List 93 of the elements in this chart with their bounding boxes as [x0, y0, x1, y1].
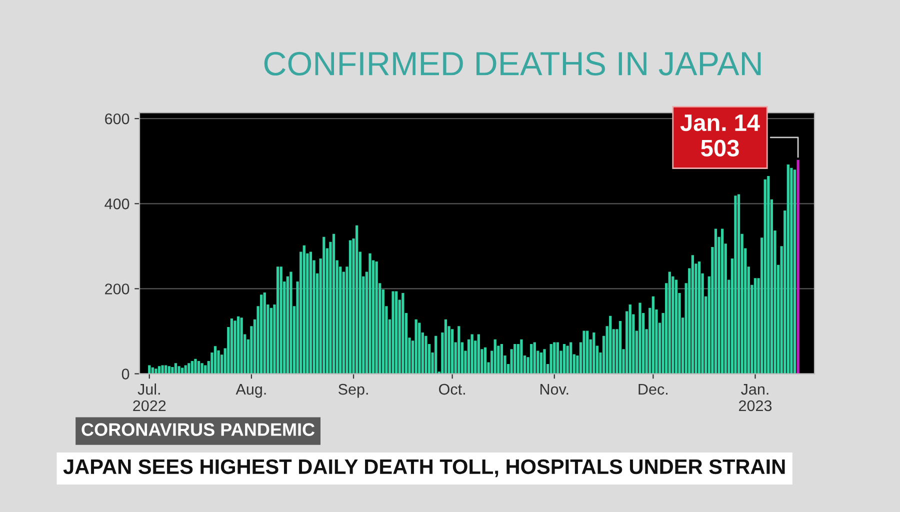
bar: [260, 294, 263, 374]
text: JAPAN SEES HIGHEST DAILY DEATH TOLL, HOSPITALS UNDER STRAIN: [63, 459, 785, 478]
x-tick-label: Oct.: [439, 384, 465, 395]
bar: [793, 170, 796, 374]
bar: [714, 228, 718, 374]
bar: [540, 352, 543, 374]
y-tick-label: 600: [105, 113, 130, 124]
bar: [395, 291, 398, 374]
bar: [368, 253, 372, 374]
bar: [796, 160, 800, 374]
bar: [720, 228, 724, 374]
bar: [276, 266, 280, 374]
bar: [520, 339, 523, 374]
bar: [309, 252, 312, 374]
bar: [414, 319, 418, 374]
bar: [734, 196, 737, 374]
bar: [270, 308, 273, 374]
bar: [698, 261, 701, 374]
bar: [562, 344, 566, 374]
bar: [553, 342, 556, 374]
x-tick-label: Nov.: [540, 384, 568, 395]
bar: [375, 261, 378, 374]
bar: [194, 358, 197, 374]
bar: [668, 272, 671, 374]
bar: [494, 339, 496, 374]
bar: [178, 366, 180, 374]
bar: [161, 365, 164, 374]
bar: [240, 318, 243, 374]
bar: [234, 320, 236, 374]
bar: [618, 321, 622, 374]
bar: [543, 349, 546, 374]
bar: [767, 176, 770, 374]
bar: [263, 292, 266, 374]
bar: [764, 179, 766, 374]
bar: [652, 296, 654, 374]
bar: [674, 280, 678, 374]
x-tick-label: Jul. 2022: [133, 383, 166, 412]
bar: [302, 245, 306, 374]
bar: [530, 344, 533, 374]
bar: [214, 346, 217, 374]
bar: [154, 368, 158, 374]
bar: [424, 336, 428, 374]
bar: [516, 344, 520, 374]
annotation: Jan. 14 503: [680, 114, 760, 157]
y-tick-label: 0: [122, 368, 130, 380]
bar: [754, 278, 757, 374]
bar: [348, 240, 352, 374]
bar: [470, 334, 474, 374]
bar: [450, 329, 454, 374]
bar: [592, 332, 596, 374]
bar: [484, 347, 487, 374]
bar: [628, 304, 632, 374]
bar: [570, 342, 572, 374]
bar: [566, 346, 569, 374]
bar: [280, 266, 282, 374]
bar: [197, 361, 200, 374]
bar: [586, 330, 589, 374]
bar: [434, 336, 438, 374]
bar: [200, 363, 204, 374]
bar: [500, 344, 504, 374]
bar: [533, 342, 536, 374]
bar: [556, 342, 559, 374]
bar: [737, 194, 740, 374]
bar: [638, 302, 642, 374]
bar: [392, 291, 394, 374]
bar: [418, 322, 421, 374]
bar: [290, 272, 292, 374]
bar: [236, 316, 240, 374]
bar: [402, 292, 404, 374]
x-tick-label: Aug.: [236, 384, 266, 398]
bar: [444, 319, 448, 374]
bar: [230, 318, 234, 374]
bar: [550, 344, 552, 374]
bar: [514, 344, 516, 374]
bar: [691, 255, 694, 374]
chart-title: CONFIRMED DEATHS IN JAPAN: [264, 52, 761, 76]
bar: [356, 225, 358, 374]
x-tick-label: Sep.: [338, 384, 368, 398]
bar: [190, 361, 194, 374]
bar: [217, 350, 220, 374]
bar: [582, 330, 586, 374]
bar: [458, 326, 460, 374]
text: CORONAVIRUS PANDEMIC: [82, 423, 315, 436]
bar: [477, 334, 480, 374]
bar: [332, 234, 336, 374]
bar: [609, 316, 612, 374]
x-tick-label: Jan. 2023: [739, 384, 772, 412]
y-tick-label: 400: [104, 198, 130, 210]
x-tick-label: Dec.: [638, 384, 668, 395]
bar: [786, 164, 790, 374]
bar: [322, 236, 326, 374]
y-tick-label: 200: [105, 284, 130, 294]
bar: [790, 168, 793, 374]
